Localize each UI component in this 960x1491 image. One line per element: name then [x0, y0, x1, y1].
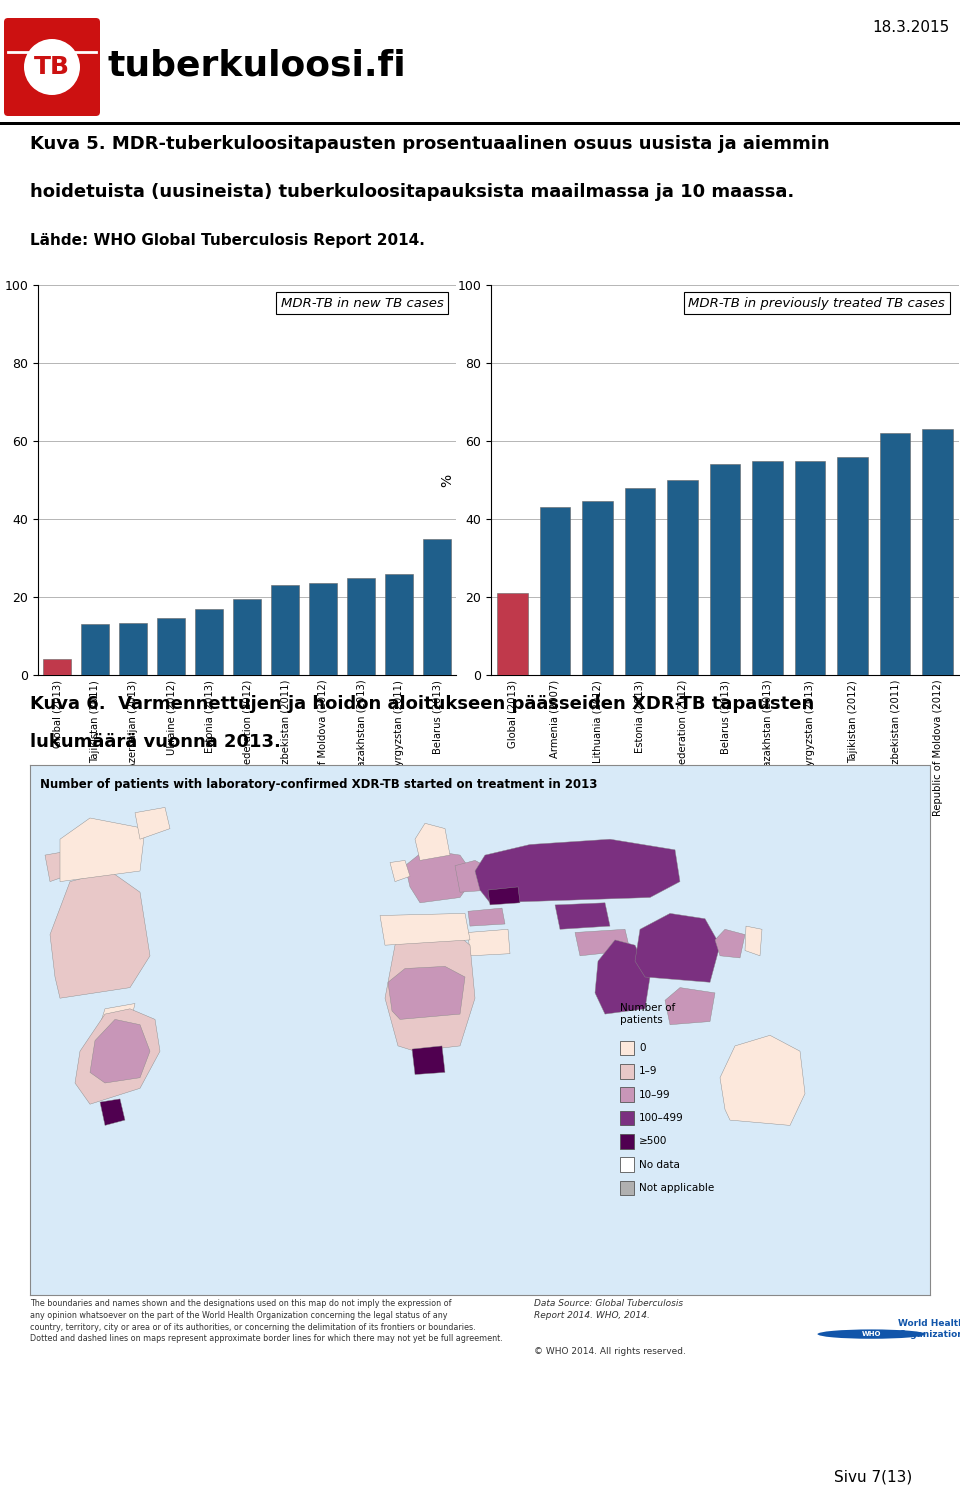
Bar [309, 583, 337, 675]
Bar [795, 461, 826, 675]
Bar [620, 1087, 634, 1102]
Bar [582, 501, 612, 675]
Bar [43, 659, 71, 675]
Polygon shape [475, 839, 680, 902]
Text: Sivu 7(13): Sivu 7(13) [833, 1469, 912, 1484]
Bar [119, 623, 147, 675]
Bar [540, 507, 570, 675]
Text: World Health
Organization: World Health Organization [899, 1318, 960, 1339]
Text: Kuva 6.  Varmennettujen ja hoidon aloitukseen päässeiden XDR-TB tapausten: Kuva 6. Varmennettujen ja hoidon aloituk… [30, 695, 814, 713]
Text: hoidetuista (uusineista) tuberkuloositapauksista maailmassa ja 10 maassa.: hoidetuista (uusineista) tuberkuloositap… [30, 182, 794, 201]
Text: No data: No data [639, 1160, 680, 1169]
Polygon shape [595, 939, 650, 1014]
Bar [620, 1181, 634, 1196]
Polygon shape [720, 1035, 805, 1126]
Bar [233, 599, 261, 675]
Text: 100–499: 100–499 [639, 1112, 684, 1123]
Text: MDR-TB in previously treated TB cases: MDR-TB in previously treated TB cases [688, 297, 945, 310]
Polygon shape [488, 887, 520, 905]
Bar [497, 593, 528, 675]
Bar [423, 538, 450, 675]
Text: Not applicable: Not applicable [639, 1182, 714, 1193]
Polygon shape [665, 987, 715, 1024]
Polygon shape [390, 860, 410, 881]
Bar [385, 574, 413, 675]
Polygon shape [380, 914, 470, 945]
Circle shape [24, 39, 80, 95]
Polygon shape [385, 918, 475, 1051]
Bar [272, 586, 299, 675]
Text: The boundaries and names shown and the designations used on this map do not impl: The boundaries and names shown and the d… [30, 1299, 503, 1343]
Text: lukumäärä vuonna 2013.: lukumäärä vuonna 2013. [30, 734, 281, 751]
Circle shape [818, 1330, 925, 1339]
Text: WHO: WHO [862, 1331, 881, 1337]
Bar [837, 456, 868, 675]
Text: Data Source: Global Tuberculosis
Report 2014. WHO, 2014.: Data Source: Global Tuberculosis Report … [534, 1299, 684, 1320]
Bar [625, 488, 656, 675]
Polygon shape [45, 850, 80, 881]
Bar [157, 619, 184, 675]
Polygon shape [405, 850, 475, 902]
Text: Number of
patients: Number of patients [620, 1003, 675, 1024]
Polygon shape [388, 966, 465, 1020]
Bar [195, 608, 223, 675]
Text: © WHO 2014. All rights reserved.: © WHO 2014. All rights reserved. [534, 1348, 685, 1357]
Y-axis label: %: % [0, 474, 2, 486]
Bar [620, 1065, 634, 1079]
Polygon shape [100, 1003, 135, 1032]
Polygon shape [60, 819, 145, 881]
Polygon shape [575, 929, 630, 956]
Text: 18.3.2015: 18.3.2015 [873, 19, 950, 34]
Polygon shape [635, 914, 720, 983]
Polygon shape [555, 902, 610, 929]
Text: 10–99: 10–99 [639, 1090, 671, 1100]
Polygon shape [75, 1009, 160, 1105]
Bar [82, 625, 108, 675]
Text: ≥500: ≥500 [639, 1136, 667, 1147]
Polygon shape [468, 929, 510, 956]
Bar [667, 480, 698, 675]
Bar [620, 1111, 634, 1126]
Bar [348, 577, 374, 675]
Bar [709, 464, 740, 675]
Text: TB: TB [34, 55, 70, 79]
Polygon shape [715, 929, 745, 957]
Bar [620, 1041, 634, 1056]
Text: Kuva 5. MDR-tuberkuloositapausten prosentuaalinen osuus uusista ja aiemmin: Kuva 5. MDR-tuberkuloositapausten prosen… [30, 136, 829, 154]
Text: 1–9: 1–9 [639, 1066, 658, 1077]
FancyBboxPatch shape [4, 18, 100, 116]
Text: Lähde: WHO Global Tuberculosis Report 2014.: Lähde: WHO Global Tuberculosis Report 20… [30, 233, 425, 248]
Polygon shape [50, 871, 150, 997]
Polygon shape [90, 1020, 150, 1082]
Bar [620, 1157, 634, 1172]
Polygon shape [412, 1045, 445, 1075]
Bar [880, 434, 910, 675]
Polygon shape [468, 908, 505, 926]
Polygon shape [135, 808, 170, 839]
Y-axis label: %: % [441, 474, 455, 486]
Polygon shape [100, 1099, 125, 1126]
Bar [753, 461, 782, 675]
Bar [620, 1133, 634, 1148]
Text: MDR-TB in new TB cases: MDR-TB in new TB cases [280, 297, 444, 310]
Polygon shape [415, 823, 450, 860]
Polygon shape [745, 926, 762, 956]
Bar [923, 429, 953, 675]
Polygon shape [455, 860, 495, 892]
Text: Number of patients with laboratory-confirmed XDR-TB started on treatment in 2013: Number of patients with laboratory-confi… [40, 778, 597, 790]
Text: tuberkuloosi.fi: tuberkuloosi.fi [108, 48, 407, 82]
Text: 0: 0 [639, 1044, 645, 1053]
